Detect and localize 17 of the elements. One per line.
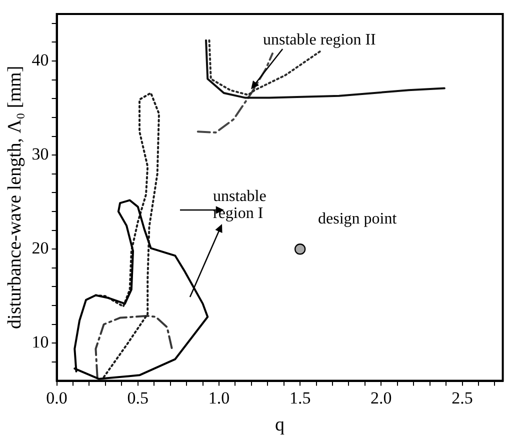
line-series xyxy=(196,52,274,134)
annotation: unstable region I xyxy=(213,188,268,222)
x-tick-label: 1.5 xyxy=(289,388,311,408)
y-axis-title: disturbance-wave length, Λ₀ [mm] xyxy=(4,66,26,329)
x-tick-label: 1.0 xyxy=(208,388,230,408)
y-tick-label: 30 xyxy=(32,144,49,164)
x-tick-label: 2.5 xyxy=(452,388,473,408)
annotation: unstable region II xyxy=(263,32,376,48)
y-tick-label: 20 xyxy=(32,238,49,258)
line-series xyxy=(94,314,173,378)
y-tick-label: 40 xyxy=(32,50,49,70)
x-tick-label: 0.5 xyxy=(127,388,149,408)
y-tick-label: 10 xyxy=(32,332,49,352)
x-tick-label: 0.0 xyxy=(46,388,68,408)
x-tick-label: 2.0 xyxy=(370,388,392,408)
annotation: design point xyxy=(318,210,397,228)
x-axis-title: q xyxy=(275,414,286,436)
